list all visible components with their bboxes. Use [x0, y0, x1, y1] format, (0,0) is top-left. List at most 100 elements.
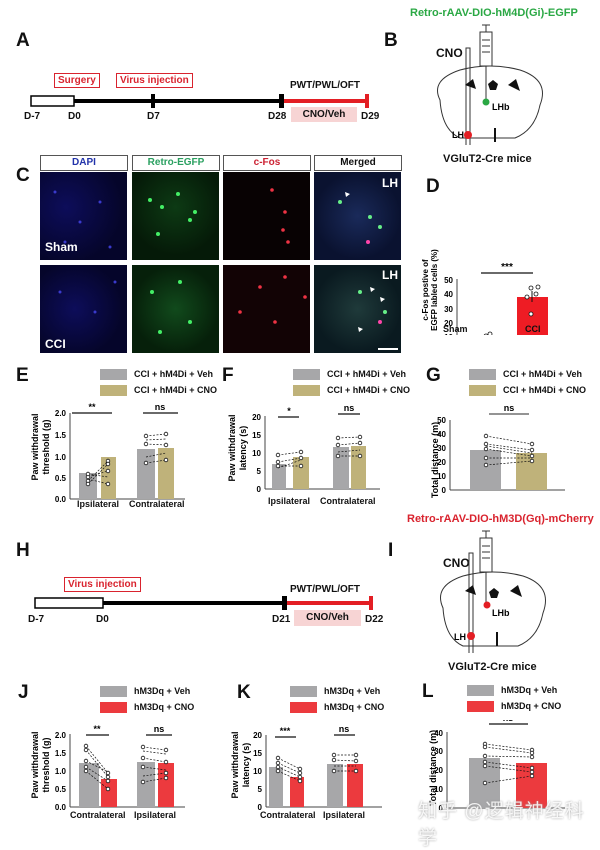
- x-tick: Contralateral: [129, 499, 185, 509]
- svg-text:ns: ns: [344, 403, 355, 413]
- day-label: D7: [147, 111, 160, 122]
- svg-text:20: 20: [444, 319, 453, 328]
- day-label: D28: [268, 111, 287, 122]
- brain-diagram-i: LHb LH: [440, 530, 546, 653]
- svg-text:0.5: 0.5: [55, 785, 67, 794]
- x-tick: Ipsilateral: [134, 810, 177, 820]
- legend-label: hM3Dq + CNO: [501, 701, 562, 711]
- chart-e: Paw withdrawal threshold (g) ** ns 0.0 0.…: [30, 402, 185, 504]
- svg-text:threshold (g): threshold (g): [41, 420, 51, 475]
- legend-swatch-cno: [467, 700, 494, 712]
- legend-label: hM3Dq + CNO: [324, 702, 385, 712]
- chart-g: Total distance (m) ns 0 10 20 30 40 50: [430, 403, 565, 498]
- svg-text:10: 10: [444, 333, 453, 335]
- watermark: 知乎 @逻辑神经科学: [418, 801, 585, 849]
- mouse-line: VGluT2-Cre mice: [448, 661, 537, 673]
- panel-label-i: I: [388, 540, 394, 561]
- legend-f: CCI + hM4Di + Veh CCI + hM4Di + CNO: [293, 366, 410, 398]
- legend-label: hM3Dq + CNO: [134, 702, 195, 712]
- cell-dots: [53, 188, 387, 334]
- svg-text:20: 20: [434, 766, 443, 775]
- svg-text:15: 15: [252, 431, 261, 440]
- svg-text:0: 0: [439, 804, 444, 813]
- svg-text:40: 40: [434, 729, 443, 738]
- legend-swatch-veh: [100, 685, 127, 697]
- panel-label-j: J: [18, 682, 29, 703]
- svg-text:20: 20: [437, 458, 446, 467]
- svg-text:20: 20: [252, 413, 261, 422]
- panel-label-b: B: [384, 30, 398, 51]
- legend-label: hM3Dq + Veh: [501, 685, 558, 695]
- legend-label: CCI + hM4Di + Veh: [503, 369, 583, 379]
- panel-label-f: F: [222, 365, 234, 386]
- x-tick: Contralateral: [260, 810, 316, 820]
- svg-text:2.0: 2.0: [55, 731, 67, 740]
- micrograph-sham-cfos: [223, 172, 310, 260]
- legend-label: CCI + hM4Di + CNO: [134, 385, 218, 395]
- legend-label: hM3Dq + Veh: [134, 686, 191, 696]
- svg-text:ns: ns: [503, 720, 514, 723]
- legend-e: CCI + hM4Di + Veh CCI + hM4Di + CNO: [100, 366, 217, 398]
- svg-text:10: 10: [437, 472, 446, 481]
- svg-text:1.5: 1.5: [55, 749, 67, 758]
- x-tick: Ipsilateral: [77, 499, 120, 509]
- svg-text:10: 10: [434, 785, 443, 794]
- legend-swatch-veh: [100, 368, 127, 380]
- svg-text:2.0: 2.0: [55, 409, 67, 418]
- svg-text:c-Fos postive of: c-Fos postive of: [421, 259, 430, 321]
- treatment-window: CNO/Veh: [294, 610, 361, 626]
- svg-text:Paw withdrawal: Paw withdrawal: [30, 413, 40, 480]
- day-label: D29: [361, 111, 380, 122]
- micrograph-sham-dapi: [40, 172, 127, 260]
- svg-text:5: 5: [257, 467, 262, 476]
- svg-text:LH: LH: [452, 130, 464, 140]
- scale-bar: [378, 348, 398, 350]
- chart-k: Paw withdrawal latency (s) *** ns 0 5 10 15…: [230, 725, 382, 812]
- cno-label: CNO: [436, 46, 463, 60]
- column-header-merged: Merged: [314, 155, 402, 171]
- day-label: D-7: [28, 614, 45, 625]
- svg-text:20: 20: [253, 731, 262, 740]
- legend-swatch-cno: [469, 384, 496, 396]
- svg-text:EGFP labled cells (%): EGFP labled cells (%): [430, 249, 439, 331]
- svg-text:0.0: 0.0: [55, 495, 67, 504]
- panel-label-c: C: [16, 165, 30, 186]
- test-label: PWT/PWL/OFT: [290, 584, 360, 595]
- svg-text:50: 50: [437, 416, 446, 425]
- svg-text:***: ***: [501, 262, 513, 273]
- legend-label: CCI + hM4Di + CNO: [503, 385, 587, 395]
- micrograph-cci-egfp: [132, 265, 219, 353]
- svg-text:**: **: [88, 402, 96, 412]
- row-label-cci: CCI: [45, 337, 66, 351]
- legend-swatch-cno: [100, 384, 127, 396]
- day-label: D21: [272, 614, 291, 625]
- svg-text:0: 0: [258, 803, 263, 812]
- svg-text:Total distance (m): Total distance (m): [428, 730, 438, 806]
- panel-label-e: E: [16, 365, 29, 386]
- svg-text:Paw withdrawal: Paw withdrawal: [30, 731, 40, 798]
- chart-j: Paw withdrawal threshold (g) ** ns 0.0 0.…: [30, 725, 185, 812]
- x-tick: Ipsilateral: [323, 810, 366, 820]
- test-label: PWT/PWL/OFT: [290, 80, 360, 91]
- x-tick: Contralateral: [320, 496, 376, 506]
- svg-text:5: 5: [258, 785, 263, 794]
- legend-label: CCI + hM4Di + Veh: [327, 369, 407, 379]
- svg-text:0.5: 0.5: [55, 474, 67, 483]
- svg-text:15: 15: [253, 749, 262, 758]
- column-header-dapi: DAPI: [40, 155, 128, 171]
- legend-label: CCI + hM4Di + Veh: [134, 369, 214, 379]
- legend-label: hM3Dq + Veh: [324, 686, 381, 696]
- svg-text:0.0: 0.0: [55, 803, 67, 812]
- micrograph-sham-egfp: [132, 172, 219, 260]
- legend-l: hM3Dq + Veh hM3Dq + CNO: [467, 682, 561, 714]
- legend-k: hM3Dq + Veh hM3Dq + CNO: [290, 683, 384, 715]
- x-tick: Sham: [443, 324, 468, 334]
- svg-text:*: *: [287, 406, 291, 416]
- virus-name: Retro-rAAV-DIO-hM3D(Gq)-mCherry: [407, 513, 594, 525]
- cno-label: CNO: [443, 556, 470, 570]
- svg-text:0: 0: [442, 486, 447, 495]
- virus-injection-event: Virus injection: [116, 73, 193, 88]
- svg-text:0: 0: [257, 485, 262, 494]
- panel-label-h: H: [16, 540, 30, 561]
- micrograph-cci-cfos: [223, 265, 310, 353]
